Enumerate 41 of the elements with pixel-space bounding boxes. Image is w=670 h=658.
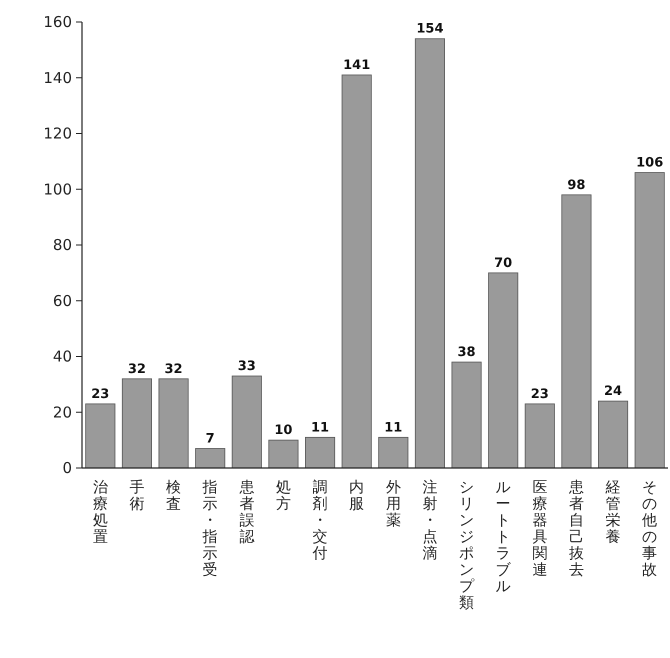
x-tick-label: 指示・指示受 xyxy=(202,478,218,578)
x-tick-label: 検査 xyxy=(166,478,182,512)
y-tick-label: 20 xyxy=(52,403,72,422)
y-tick-label: 160 xyxy=(43,13,72,31)
x-tick-label: 外用薬 xyxy=(386,478,401,529)
data-label: 106 xyxy=(636,156,664,171)
data-label: 154 xyxy=(416,22,444,37)
data-label: 38 xyxy=(458,345,476,360)
x-tick-label: 処方 xyxy=(276,478,291,512)
y-tick-label: 80 xyxy=(52,236,72,254)
data-label: 23 xyxy=(530,386,549,402)
x-tick-label: 患者誤認 xyxy=(238,478,254,546)
data-label: 141 xyxy=(343,58,370,73)
y-tick-label: 0 xyxy=(62,459,72,477)
y-tick-label: 140 xyxy=(43,68,72,87)
data-label: 24 xyxy=(604,384,622,400)
data-label: 32 xyxy=(128,362,146,377)
y-tick-label: 40 xyxy=(52,348,72,366)
data-label: 10 xyxy=(274,423,292,438)
x-tick-label: 内服 xyxy=(349,478,364,512)
x-tick-label: 手術 xyxy=(129,478,144,512)
data-label: 70 xyxy=(494,256,512,271)
y-tick-label: 120 xyxy=(43,124,72,142)
x-tick-label: 患者自己抜去 xyxy=(568,478,584,578)
y-tick-label: 100 xyxy=(43,180,72,198)
x-tick-label: 注射・点滴 xyxy=(422,478,438,562)
data-label: 32 xyxy=(164,362,183,377)
data-label: 11 xyxy=(384,420,402,436)
data-label: 23 xyxy=(91,386,110,402)
data-label: 98 xyxy=(567,178,586,193)
x-tick-label: シリンジポンプ類 xyxy=(459,478,476,612)
x-tick-label: 経管栄養 xyxy=(604,478,621,546)
data-label: 11 xyxy=(311,420,330,436)
x-tick-label: 治療処置 xyxy=(92,478,108,546)
x-tick-label: 医療器具関連 xyxy=(532,478,548,578)
data-label: 7 xyxy=(206,431,215,446)
x-tick-label: 調剤・交付 xyxy=(312,478,328,562)
x-tick-label: その他の事故 xyxy=(642,478,658,578)
y-tick-label: 60 xyxy=(52,292,72,310)
x-tick-label: ルートトラブル xyxy=(496,478,512,595)
data-label: 33 xyxy=(238,359,256,374)
